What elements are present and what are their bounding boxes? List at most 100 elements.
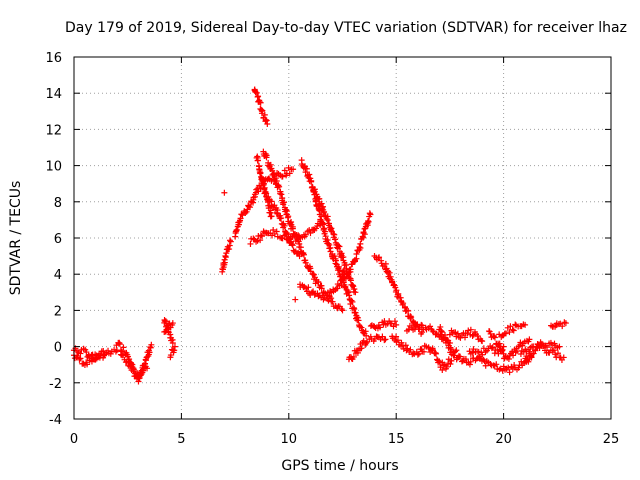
- data-point: [134, 369, 141, 376]
- data-point: [506, 369, 513, 376]
- data-point: [381, 337, 388, 344]
- data-point: [367, 211, 374, 218]
- data-point: [346, 292, 353, 299]
- data-point: [148, 341, 155, 348]
- data-point: [92, 356, 99, 363]
- data-point: [544, 344, 551, 351]
- data-point: [326, 292, 333, 299]
- data-point: [256, 98, 263, 105]
- data-point: [316, 195, 323, 202]
- data-point: [419, 322, 426, 329]
- data-point: [361, 231, 368, 238]
- data-point: [510, 352, 517, 359]
- track-arc-23: [371, 253, 425, 337]
- data-point: [101, 352, 108, 359]
- track-arc-28: [446, 326, 486, 345]
- data-point: [302, 259, 309, 266]
- data-point: [292, 296, 299, 303]
- data-point: [416, 325, 423, 332]
- x-tick-label: 20: [495, 432, 512, 447]
- data-point: [250, 235, 257, 242]
- data-point: [296, 253, 303, 260]
- data-point: [321, 225, 328, 232]
- track-arc-11: [251, 86, 271, 127]
- data-point: [259, 178, 266, 185]
- data-point: [303, 165, 310, 172]
- data-point: [120, 352, 127, 359]
- data-point: [338, 306, 345, 313]
- track-arc-33: [501, 336, 533, 363]
- data-point: [444, 339, 451, 346]
- data-point: [252, 89, 259, 96]
- data-point: [162, 328, 169, 335]
- data-point: [352, 256, 359, 263]
- data-point: [331, 253, 338, 260]
- data-point: [382, 336, 389, 343]
- data-point: [560, 354, 567, 361]
- data-point: [404, 345, 411, 352]
- data-point: [517, 339, 524, 346]
- data-point: [169, 339, 176, 346]
- data-point: [329, 298, 336, 305]
- data-point: [273, 178, 280, 185]
- data-point: [398, 339, 405, 346]
- data-point: [116, 339, 123, 346]
- data-point: [315, 279, 322, 286]
- data-point: [226, 246, 233, 253]
- data-point: [340, 267, 347, 274]
- data-point: [263, 117, 270, 124]
- data-point: [146, 349, 153, 356]
- data-point: [353, 251, 360, 258]
- data-point: [341, 271, 348, 278]
- data-point: [120, 344, 127, 351]
- data-point: [221, 256, 228, 263]
- data-point: [439, 329, 446, 336]
- data-point: [554, 350, 561, 357]
- data-point: [290, 166, 297, 173]
- track-arc-4: [117, 351, 151, 382]
- data-point: [522, 321, 529, 328]
- data-point: [247, 204, 254, 211]
- data-point: [339, 307, 346, 314]
- data-point: [408, 314, 415, 321]
- data-point: [393, 333, 400, 340]
- data-point: [300, 251, 307, 258]
- data-point: [447, 346, 454, 353]
- data-point: [474, 332, 481, 339]
- data-point: [350, 353, 357, 360]
- data-point: [289, 241, 296, 248]
- y-tick-label: 8: [54, 196, 62, 211]
- y-tick-label: 10: [45, 160, 62, 175]
- data-point: [273, 209, 280, 216]
- data-point: [382, 260, 389, 267]
- data-point: [84, 361, 91, 368]
- data-point: [552, 351, 559, 358]
- data-point: [330, 230, 337, 237]
- data-point: [469, 332, 476, 339]
- track-arc-22: [367, 318, 400, 332]
- data-point: [479, 351, 486, 358]
- data-point: [221, 189, 228, 196]
- data-point: [493, 361, 500, 368]
- track-arc-24: [389, 333, 430, 358]
- data-point: [315, 293, 322, 300]
- data-point: [386, 269, 393, 276]
- y-axis-ticks: -4 -2 0 2 4 6 8 10 12 14 16: [45, 51, 611, 428]
- data-point: [379, 333, 386, 340]
- data-point: [307, 230, 314, 237]
- data-point: [321, 228, 328, 235]
- data-point: [305, 284, 312, 291]
- data-point: [509, 326, 516, 333]
- data-point: [453, 347, 460, 354]
- data-point: [247, 240, 254, 247]
- data-point: [358, 324, 365, 331]
- data-point: [289, 242, 296, 249]
- data-point: [451, 352, 458, 359]
- data-point: [358, 345, 365, 352]
- data-point: [327, 244, 334, 251]
- track-arc-32: [496, 321, 529, 340]
- data-point: [319, 221, 326, 228]
- y-tick-label: 2: [54, 304, 62, 319]
- track-arc-9: [221, 189, 228, 196]
- data-point: [467, 358, 474, 365]
